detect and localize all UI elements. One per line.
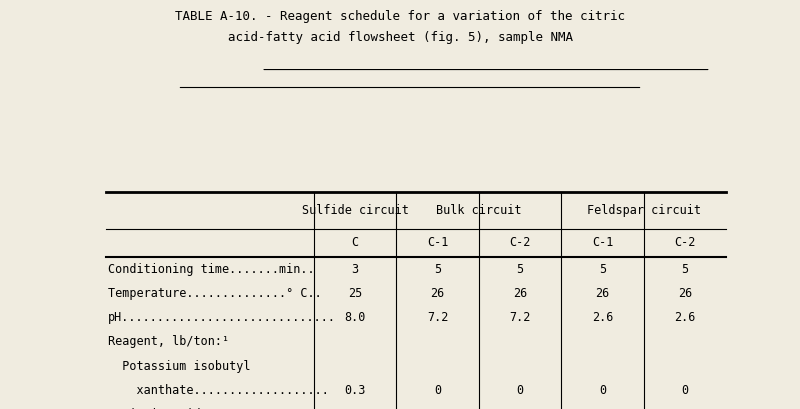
Text: 0: 0 <box>517 384 524 397</box>
Text: 0: 0 <box>434 384 441 397</box>
Text: C-2: C-2 <box>510 236 530 249</box>
Text: acid-fatty acid flowsheet (fig. 5), sample NMA: acid-fatty acid flowsheet (fig. 5), samp… <box>227 31 573 44</box>
Text: Sulfide circuit: Sulfide circuit <box>302 204 409 217</box>
Text: TABLE A-10. - Reagent schedule for a variation of the citric: TABLE A-10. - Reagent schedule for a var… <box>175 10 625 23</box>
Text: 8.0: 8.0 <box>345 311 366 324</box>
Text: 2.6: 2.6 <box>674 311 696 324</box>
Text: 7.2: 7.2 <box>427 311 448 324</box>
Text: 7.2: 7.2 <box>510 311 530 324</box>
Text: pH..............................: pH.............................. <box>108 311 336 324</box>
Text: 0.3: 0.3 <box>345 384 366 397</box>
Text: 0: 0 <box>682 384 689 397</box>
Text: 5: 5 <box>434 263 441 276</box>
Text: xanthate...................: xanthate................... <box>108 384 329 397</box>
Text: 26: 26 <box>595 287 610 300</box>
Text: 0: 0 <box>599 408 606 409</box>
Text: C-2: C-2 <box>674 236 696 249</box>
Text: 3: 3 <box>351 263 358 276</box>
Text: Bulk circuit: Bulk circuit <box>436 204 522 217</box>
Text: 0: 0 <box>351 408 358 409</box>
Text: Potassium isobutyl: Potassium isobutyl <box>108 360 250 373</box>
Text: 25: 25 <box>348 287 362 300</box>
Text: 0: 0 <box>682 408 689 409</box>
Text: 0.7: 0.7 <box>427 408 448 409</box>
Text: Feldspar circuit: Feldspar circuit <box>586 204 701 217</box>
Text: Conditioning time.......min..: Conditioning time.......min.. <box>108 263 314 276</box>
Text: C-1: C-1 <box>427 236 448 249</box>
Text: C-1: C-1 <box>592 236 613 249</box>
Text: 0: 0 <box>599 384 606 397</box>
Text: 26: 26 <box>430 287 445 300</box>
Text: Reagent, lb/ton:¹: Reagent, lb/ton:¹ <box>108 335 229 348</box>
Text: 5: 5 <box>599 263 606 276</box>
Text: Temperature..............° C..: Temperature..............° C.. <box>108 287 322 300</box>
Text: 5: 5 <box>682 263 689 276</box>
Text: C: C <box>351 236 358 249</box>
Text: 26: 26 <box>513 287 527 300</box>
Text: Citric acid...................: Citric acid................... <box>108 408 336 409</box>
Text: 0: 0 <box>517 408 524 409</box>
Text: 2.6: 2.6 <box>592 311 613 324</box>
Text: 26: 26 <box>678 287 692 300</box>
Text: 5: 5 <box>517 263 524 276</box>
